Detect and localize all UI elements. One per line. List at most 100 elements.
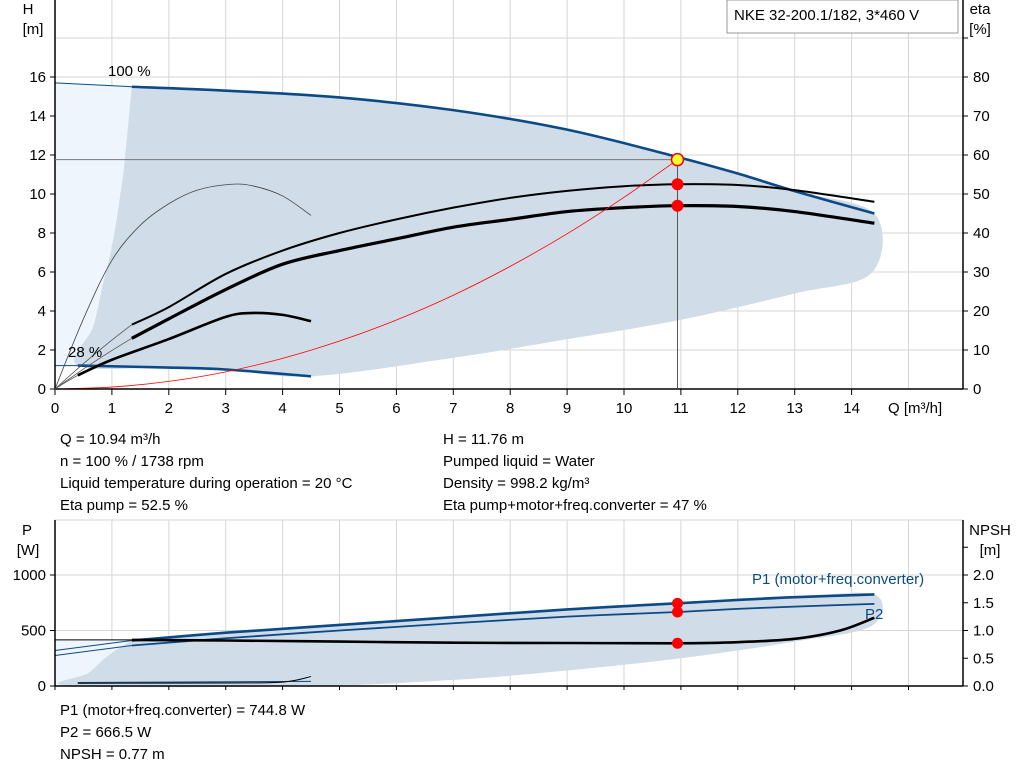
x-tick-label: 8 bbox=[506, 400, 514, 417]
power-info: P1 (motor+freq.converter) = 744.8 W P2 =… bbox=[60, 700, 305, 766]
info-liquid-temperature: Liquid temperature during operation = 20… bbox=[60, 475, 353, 492]
y2-axis-unit-eta: [%] bbox=[969, 21, 991, 38]
x-axis-label-q: Q [m³/h] bbox=[888, 400, 942, 417]
info-pumped-liquid: Pumped liquid = Water bbox=[443, 453, 595, 470]
y2-tick-label: 20 bbox=[973, 303, 990, 320]
y-tick-label: 2 bbox=[38, 342, 46, 359]
series-label-p2: P2 bbox=[865, 606, 883, 623]
y2-tick-label: 30 bbox=[973, 264, 990, 281]
y2-tick-label: 10 bbox=[973, 342, 990, 359]
y2-axis-title-eta: eta bbox=[970, 1, 992, 18]
series-head-100-extension bbox=[54, 82, 132, 88]
series-eta-28-extension bbox=[54, 374, 78, 390]
npsh-marker bbox=[671, 637, 683, 649]
x-tick-label: 12 bbox=[729, 400, 746, 417]
eta-pump-marker bbox=[671, 178, 684, 191]
x-tick-label: 13 bbox=[786, 400, 803, 417]
info-flow: Q = 10.94 m³/h bbox=[60, 431, 161, 448]
duty-point-marker bbox=[670, 152, 685, 167]
y2-tick-label: 80 bbox=[973, 69, 990, 86]
p1-marker bbox=[671, 597, 683, 609]
y-tick-label: 1000 bbox=[13, 567, 46, 584]
y-tick-label: 0 bbox=[38, 678, 46, 695]
info-eta-pump: Eta pump = 52.5 % bbox=[60, 497, 188, 514]
series-npsh bbox=[131, 616, 875, 645]
info-eta-total: Eta pump+motor+freq.converter = 47 % bbox=[443, 497, 707, 514]
x-tick-label: 2 bbox=[165, 400, 173, 417]
y-axis-unit-p: [W] bbox=[17, 542, 40, 559]
series-eta-pump-extension bbox=[54, 324, 133, 390]
x-tick-label: 14 bbox=[843, 400, 860, 417]
annotation-100-percent: 100 % bbox=[108, 63, 151, 80]
x-tick-label: 11 bbox=[673, 400, 689, 417]
series-eta-28 bbox=[77, 311, 312, 377]
info-p1: P1 (motor+freq.converter) = 744.8 W bbox=[60, 702, 306, 719]
y-tick-label: 14 bbox=[29, 108, 46, 125]
series-p1 bbox=[131, 593, 875, 642]
operating-range-light-region bbox=[55, 640, 132, 686]
operating-range-light-region bbox=[55, 82, 132, 366]
eta-total-marker bbox=[671, 199, 684, 212]
y-axis-unit-h: [m] bbox=[23, 21, 44, 38]
series-p1-28 bbox=[77, 680, 312, 683]
y2-tick-label: 40 bbox=[973, 225, 990, 242]
y2-tick-label: 0.5 bbox=[973, 650, 994, 667]
x-tick-label: 10 bbox=[616, 400, 633, 417]
legend-box-frame bbox=[726, 0, 959, 34]
y-tick-label: 8 bbox=[38, 225, 46, 242]
power-npsh-chart: 0 500 1000 0.0 0.5 1.0 1.5 2.0 bbox=[13, 519, 994, 695]
series-eta-pump bbox=[131, 183, 875, 326]
y-tick-label: 4 bbox=[38, 303, 46, 320]
y2-tick-label: 1.0 bbox=[973, 623, 994, 640]
y-tick-label: 16 bbox=[29, 69, 46, 86]
y2-tick-label: 2.0 bbox=[973, 567, 994, 584]
series-system-curve bbox=[54, 159, 678, 390]
x-tick-label: 3 bbox=[222, 400, 230, 417]
title-legend-box: NKE 32-200.1/182, 3*460 V bbox=[726, 0, 959, 34]
y2-tick-label: 50 bbox=[973, 186, 990, 203]
series-p2 bbox=[131, 602, 875, 647]
info-density: Density = 998.2 kg/m³ bbox=[443, 475, 590, 492]
series-eta-28-thin bbox=[54, 183, 312, 390]
series-head-100 bbox=[131, 85, 875, 215]
x-tick-label: 6 bbox=[392, 400, 400, 417]
duty-info-left: Q = 10.94 m³/h n = 100 % / 1738 rpm Liqu… bbox=[60, 429, 352, 517]
y-tick-label: 500 bbox=[21, 623, 46, 640]
y-tick-label: 12 bbox=[29, 147, 46, 164]
y2-axis-title-npsh: NPSH bbox=[969, 522, 1011, 539]
series-eta-total-extension bbox=[54, 337, 133, 390]
y2-tick-label: 60 bbox=[973, 147, 990, 164]
x-tick-label: 1 bbox=[108, 400, 116, 417]
series-eta-total bbox=[131, 204, 875, 340]
x-tick-label: 9 bbox=[563, 400, 571, 417]
info-npsh: NPSH = 0.77 m bbox=[60, 746, 165, 763]
y2-tick-label: 0 bbox=[973, 381, 981, 398]
series-npsh-28 bbox=[77, 676, 312, 684]
series-p2-extension bbox=[54, 644, 132, 656]
series-head-28 bbox=[77, 364, 312, 378]
p2-marker bbox=[671, 606, 683, 618]
info-p2: P2 = 666.5 W bbox=[60, 724, 152, 741]
y-axis-title-p: P bbox=[22, 522, 32, 539]
y-tick-label: 10 bbox=[29, 186, 46, 203]
y-tick-label: 6 bbox=[38, 264, 46, 281]
y2-tick-label: 1.5 bbox=[973, 595, 994, 612]
info-head: H = 11.76 m bbox=[443, 431, 525, 448]
duty-info-right: H = 11.76 m Pumped liquid = Water Densit… bbox=[443, 429, 707, 517]
info-speed: n = 100 % / 1738 rpm bbox=[60, 453, 204, 470]
y2-axis-unit-npsh: [m] bbox=[980, 542, 1001, 559]
y2-tick-label: 0.0 bbox=[973, 678, 994, 695]
y-axis-title-h: H bbox=[23, 1, 34, 18]
series-label-p1: P1 (motor+freq.converter) bbox=[752, 571, 924, 588]
x-tick-label: 0 bbox=[51, 400, 59, 417]
annotation-28-percent: 28 % bbox=[68, 344, 102, 361]
y-tick-label: 0 bbox=[38, 381, 46, 398]
x-tick-label: 7 bbox=[449, 400, 457, 417]
x-tick-label: 4 bbox=[278, 400, 286, 417]
y2-tick-label: 70 bbox=[973, 108, 990, 125]
legend-title: NKE 32-200.1/182, 3*460 V bbox=[734, 7, 919, 24]
series-p1-extension bbox=[54, 639, 132, 651]
x-tick-label: 5 bbox=[335, 400, 343, 417]
